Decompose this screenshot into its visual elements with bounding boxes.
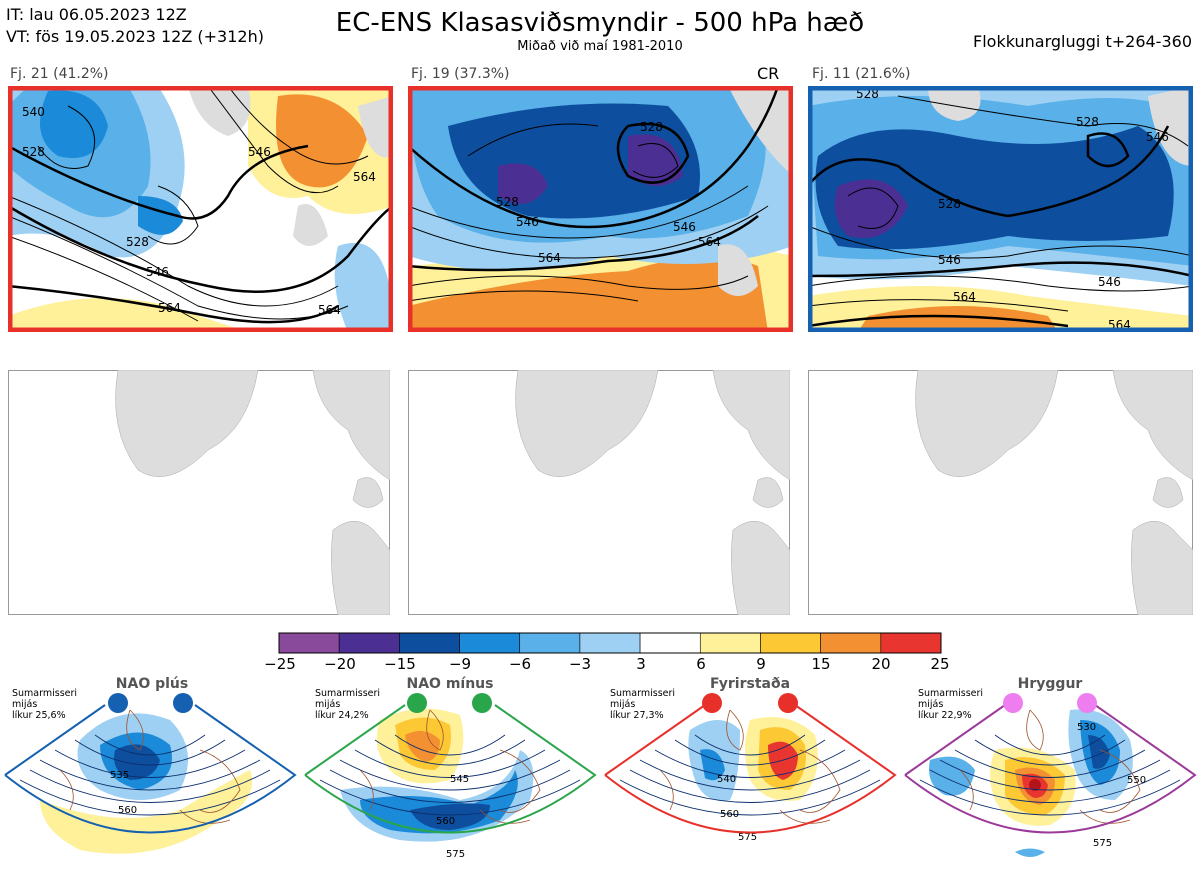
colorbar-tick: −20 <box>324 655 356 673</box>
colorbar-cell <box>519 632 581 654</box>
colorbar-cell <box>820 632 882 654</box>
colorbar-tick: 9 <box>756 655 766 673</box>
cluster-3-frame <box>808 86 1193 332</box>
colorbar-cell <box>338 632 400 654</box>
contour-label: 575 <box>1093 838 1112 849</box>
contour-label: 546 <box>938 253 961 267</box>
contour-label: 528 <box>126 235 149 249</box>
contour-label: 564 <box>318 303 341 317</box>
cluster-2-tag: CR <box>757 64 780 83</box>
colorbar-cell <box>880 632 942 654</box>
page-subtitle: Miðað við maí 1981-2010 <box>517 39 683 54</box>
contour-label: 546 <box>146 265 169 279</box>
pattern-2-marker <box>407 693 427 713</box>
pattern-3-title: Fyrirstaða <box>709 676 791 692</box>
contour-label: 546 <box>516 215 539 229</box>
header-info: IT: lau 06.05.2023 12Z VT: fös 19.05.202… <box>6 4 264 48</box>
contour-label: 564 <box>538 251 561 265</box>
colorbar <box>278 632 942 654</box>
colorbar-tick: 25 <box>930 655 950 673</box>
contour-label: 528 <box>938 197 961 211</box>
cluster-1-map: 540 528 546 564 564 528 546 564 <box>8 86 393 332</box>
contour-label: 530 <box>1077 722 1096 733</box>
colorbar-cell <box>760 632 821 654</box>
colorbar-cell <box>699 632 761 654</box>
contour-label: 528 <box>640 120 663 134</box>
cluster-2-map: 528 528 546 564 564 546 <box>408 86 793 332</box>
pattern-3-note: Sumarmisseri mijás líkur 27,3% <box>610 688 676 721</box>
pattern-1-map: 535 560 <box>4 693 297 854</box>
colorbar-tick: 20 <box>871 655 891 673</box>
pattern-4-note: Sumarmisseri mijás líkur 22,9% <box>918 688 984 721</box>
colorbar-tick: −3 <box>568 655 592 673</box>
contour-label: 540 <box>22 105 45 119</box>
colorbar-cell <box>639 632 701 654</box>
contour-label: 535 <box>110 770 129 781</box>
contour-label: 528 <box>496 195 519 209</box>
initial-time: IT: lau 06.05.2023 12Z <box>6 5 187 24</box>
pattern-3-marker <box>702 693 722 713</box>
pattern-2-note: Sumarmisseri mijás líkur 24,2% <box>315 688 381 721</box>
cluster-2-frame <box>408 86 793 332</box>
contour-label: 546 <box>1146 130 1169 144</box>
pattern-2-map: 545 560 575 <box>304 693 597 860</box>
colorbar-tick: 6 <box>696 655 706 673</box>
contour-label: 546 <box>673 220 696 234</box>
colorbar-tick: 3 <box>636 655 646 673</box>
pattern-4-marker <box>1077 693 1097 713</box>
contour-label: 564 <box>158 301 181 315</box>
cluster-3-label: Fj. 11 (21.6%) <box>812 66 911 82</box>
contour-label: 560 <box>118 805 137 816</box>
contour-label: 575 <box>738 832 757 843</box>
colorbar-tick: −9 <box>448 655 472 673</box>
contour-label: 564 <box>353 170 376 184</box>
contour-label: 560 <box>720 809 739 820</box>
page-title: EC-ENS Klasasviðsmyndir - 500 hPa hæð <box>335 8 865 38</box>
empty-map-1 <box>8 370 390 615</box>
pattern-1-marker <box>108 693 128 713</box>
cluster-3-map: 528 528 546 528 546 564 564 546 <box>808 86 1193 332</box>
contour-label: 546 <box>248 145 271 159</box>
pattern-2-marker <box>472 693 492 713</box>
colorbar-tick: −25 <box>264 655 296 673</box>
colorbar-tick: −6 <box>508 655 532 673</box>
pattern-4-map: 530 550 575 <box>904 693 1197 857</box>
contour-label: 528 <box>1076 115 1099 129</box>
colorbar-cell <box>278 632 340 654</box>
colorbar-cell <box>399 632 460 654</box>
pattern-2-title: NAO mínus <box>406 676 494 692</box>
pattern-1-note: Sumarmisseri mijás líkur 25,6% <box>12 688 78 721</box>
colorbar-cell <box>579 632 641 654</box>
contour-label: 545 <box>450 774 469 785</box>
contour-label: 564 <box>698 235 721 249</box>
pattern-1-marker <box>173 693 193 713</box>
colorbar-cell <box>459 632 521 654</box>
contour-label: 564 <box>953 290 976 304</box>
pattern-4-marker <box>1003 693 1023 713</box>
classification-window: Flokkunargluggi t+264-360 <box>973 32 1192 51</box>
empty-map-2 <box>408 370 790 615</box>
contour-label: 560 <box>436 816 455 827</box>
contour-label: 550 <box>1127 775 1146 786</box>
cluster-1-label: Fj. 21 (41.2%) <box>10 66 109 82</box>
pattern-1-title: NAO plús <box>115 676 189 692</box>
pattern-3-map: 540 560 575 <box>604 693 897 843</box>
colorbar-tick: 15 <box>811 655 831 673</box>
cluster-2-label: Fj. 19 (37.3%) <box>411 66 510 82</box>
pattern-4-title: Hryggur <box>1017 676 1083 692</box>
colorbar-tick: −15 <box>384 655 416 673</box>
cluster-1-frame <box>8 86 393 332</box>
empty-map-3 <box>808 370 1193 615</box>
contour-label: 546 <box>1098 275 1121 289</box>
colorbar-tick-labels: −25 −20 −15 −9 −6 −3 3 6 9 15 20 25 <box>264 655 949 675</box>
valid-time: VT: fös 19.05.2023 12Z (+312h) <box>6 27 264 46</box>
contour-label: 540 <box>717 774 736 785</box>
contour-label: 575 <box>446 849 465 860</box>
pattern-3-marker <box>778 693 798 713</box>
contour-label: 528 <box>22 145 45 159</box>
